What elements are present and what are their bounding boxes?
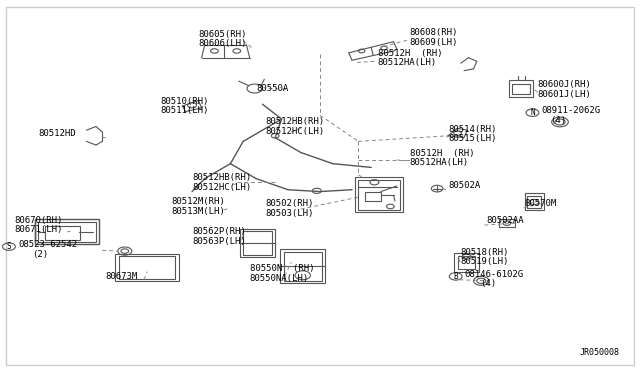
Text: 80512HD: 80512HD xyxy=(38,129,76,138)
Bar xyxy=(355,177,403,212)
Text: 80510(RH): 80510(RH) xyxy=(160,97,209,106)
Text: (4): (4) xyxy=(550,116,566,125)
Text: B: B xyxy=(453,272,458,281)
Text: 80515(LH): 80515(LH) xyxy=(448,134,497,143)
Text: 80670(RH): 80670(RH) xyxy=(14,216,63,225)
Text: S: S xyxy=(6,242,12,251)
Bar xyxy=(365,192,381,201)
Text: 80512HB(RH): 80512HB(RH) xyxy=(192,173,251,182)
Text: (4): (4) xyxy=(480,279,496,288)
Bar xyxy=(119,256,175,279)
Text: 80563P(LH): 80563P(LH) xyxy=(192,237,246,246)
Text: 80502A: 80502A xyxy=(448,181,480,190)
Bar xyxy=(525,193,544,210)
Text: 80512M(RH): 80512M(RH) xyxy=(172,198,225,206)
Bar xyxy=(358,180,400,210)
Text: 80512HB(RH): 80512HB(RH) xyxy=(266,118,324,126)
Text: 80600J(RH): 80600J(RH) xyxy=(538,80,591,89)
Text: 80511(LH): 80511(LH) xyxy=(160,106,209,115)
Text: 80512HC(LH): 80512HC(LH) xyxy=(192,183,251,192)
Text: 08146-6102G: 08146-6102G xyxy=(465,270,524,279)
Bar xyxy=(499,219,515,227)
Bar xyxy=(284,252,322,281)
Text: 80512H  (RH): 80512H (RH) xyxy=(410,149,474,158)
Text: 80512H  (RH): 80512H (RH) xyxy=(378,49,442,58)
Bar xyxy=(512,84,530,94)
Text: 80606(LH): 80606(LH) xyxy=(198,39,247,48)
Bar xyxy=(240,229,275,257)
Text: 80550NA(LH): 80550NA(LH) xyxy=(250,274,308,283)
Text: 80550N  (RH): 80550N (RH) xyxy=(250,264,314,273)
Text: 80671(LH): 80671(LH) xyxy=(14,225,63,234)
Bar xyxy=(243,231,272,255)
Text: 80502(RH): 80502(RH) xyxy=(266,199,314,208)
Bar xyxy=(527,196,541,208)
Text: 08911-2062G: 08911-2062G xyxy=(541,106,600,115)
Text: 80550A: 80550A xyxy=(256,84,288,93)
Text: 80570M: 80570M xyxy=(525,199,557,208)
Bar xyxy=(38,222,96,242)
Text: 80608(RH): 80608(RH) xyxy=(410,28,458,37)
Text: 80609(LH): 80609(LH) xyxy=(410,38,458,46)
Text: N: N xyxy=(530,108,535,117)
Bar xyxy=(280,249,325,283)
Text: 80512HA(LH): 80512HA(LH) xyxy=(378,58,436,67)
Bar xyxy=(509,80,533,97)
Bar xyxy=(45,226,80,240)
Text: 80601J(LH): 80601J(LH) xyxy=(538,90,591,99)
Bar xyxy=(35,219,99,244)
Text: 80512HC(LH): 80512HC(LH) xyxy=(266,127,324,136)
Text: 80519(LH): 80519(LH) xyxy=(461,257,509,266)
Text: JR050008: JR050008 xyxy=(580,348,620,357)
Text: 80605(RH): 80605(RH) xyxy=(198,30,247,39)
Text: 80562P(RH): 80562P(RH) xyxy=(192,227,246,236)
Text: 08523-62542: 08523-62542 xyxy=(18,240,77,249)
Text: 80518(RH): 80518(RH) xyxy=(461,248,509,257)
Text: 80514(RH): 80514(RH) xyxy=(448,125,497,134)
Text: 80503(LH): 80503(LH) xyxy=(266,209,314,218)
Text: 80513M(LH): 80513M(LH) xyxy=(172,207,225,216)
Bar xyxy=(454,253,479,272)
Text: 80512HA(LH): 80512HA(LH) xyxy=(410,158,468,167)
Bar xyxy=(458,256,475,269)
Text: (2): (2) xyxy=(32,250,48,259)
Text: 80502AA: 80502AA xyxy=(486,216,524,225)
Bar xyxy=(115,254,179,281)
Text: 80673M: 80673M xyxy=(106,272,138,281)
